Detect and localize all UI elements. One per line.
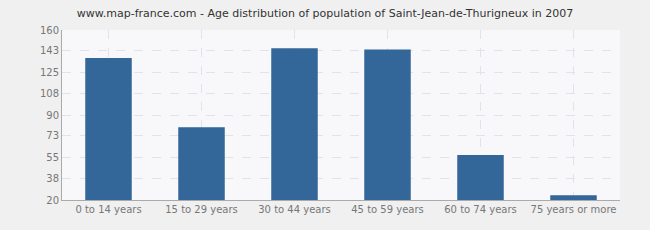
svg-text:60 to 74 years: 60 to 74 years (444, 204, 517, 215)
svg-text:45 to 59 years: 45 to 59 years (351, 204, 424, 215)
svg-text:30 to 44 years: 30 to 44 years (258, 204, 331, 215)
svg-text:125: 125 (40, 67, 59, 78)
svg-text:www.map-france.com - Age distr: www.map-france.com - Age distribution of… (77, 7, 573, 20)
svg-text:73: 73 (46, 130, 59, 141)
svg-text:108: 108 (40, 88, 59, 99)
svg-text:90: 90 (46, 110, 59, 121)
svg-text:0 to 14 years: 0 to 14 years (75, 204, 141, 215)
svg-text:143: 143 (40, 45, 59, 56)
svg-text:75 years or more: 75 years or more (531, 204, 617, 215)
svg-text:55: 55 (46, 152, 59, 163)
svg-text:15 to 29 years: 15 to 29 years (165, 204, 238, 215)
svg-text:38: 38 (46, 173, 59, 184)
svg-text:20: 20 (46, 195, 59, 206)
svg-text:160: 160 (40, 25, 59, 36)
